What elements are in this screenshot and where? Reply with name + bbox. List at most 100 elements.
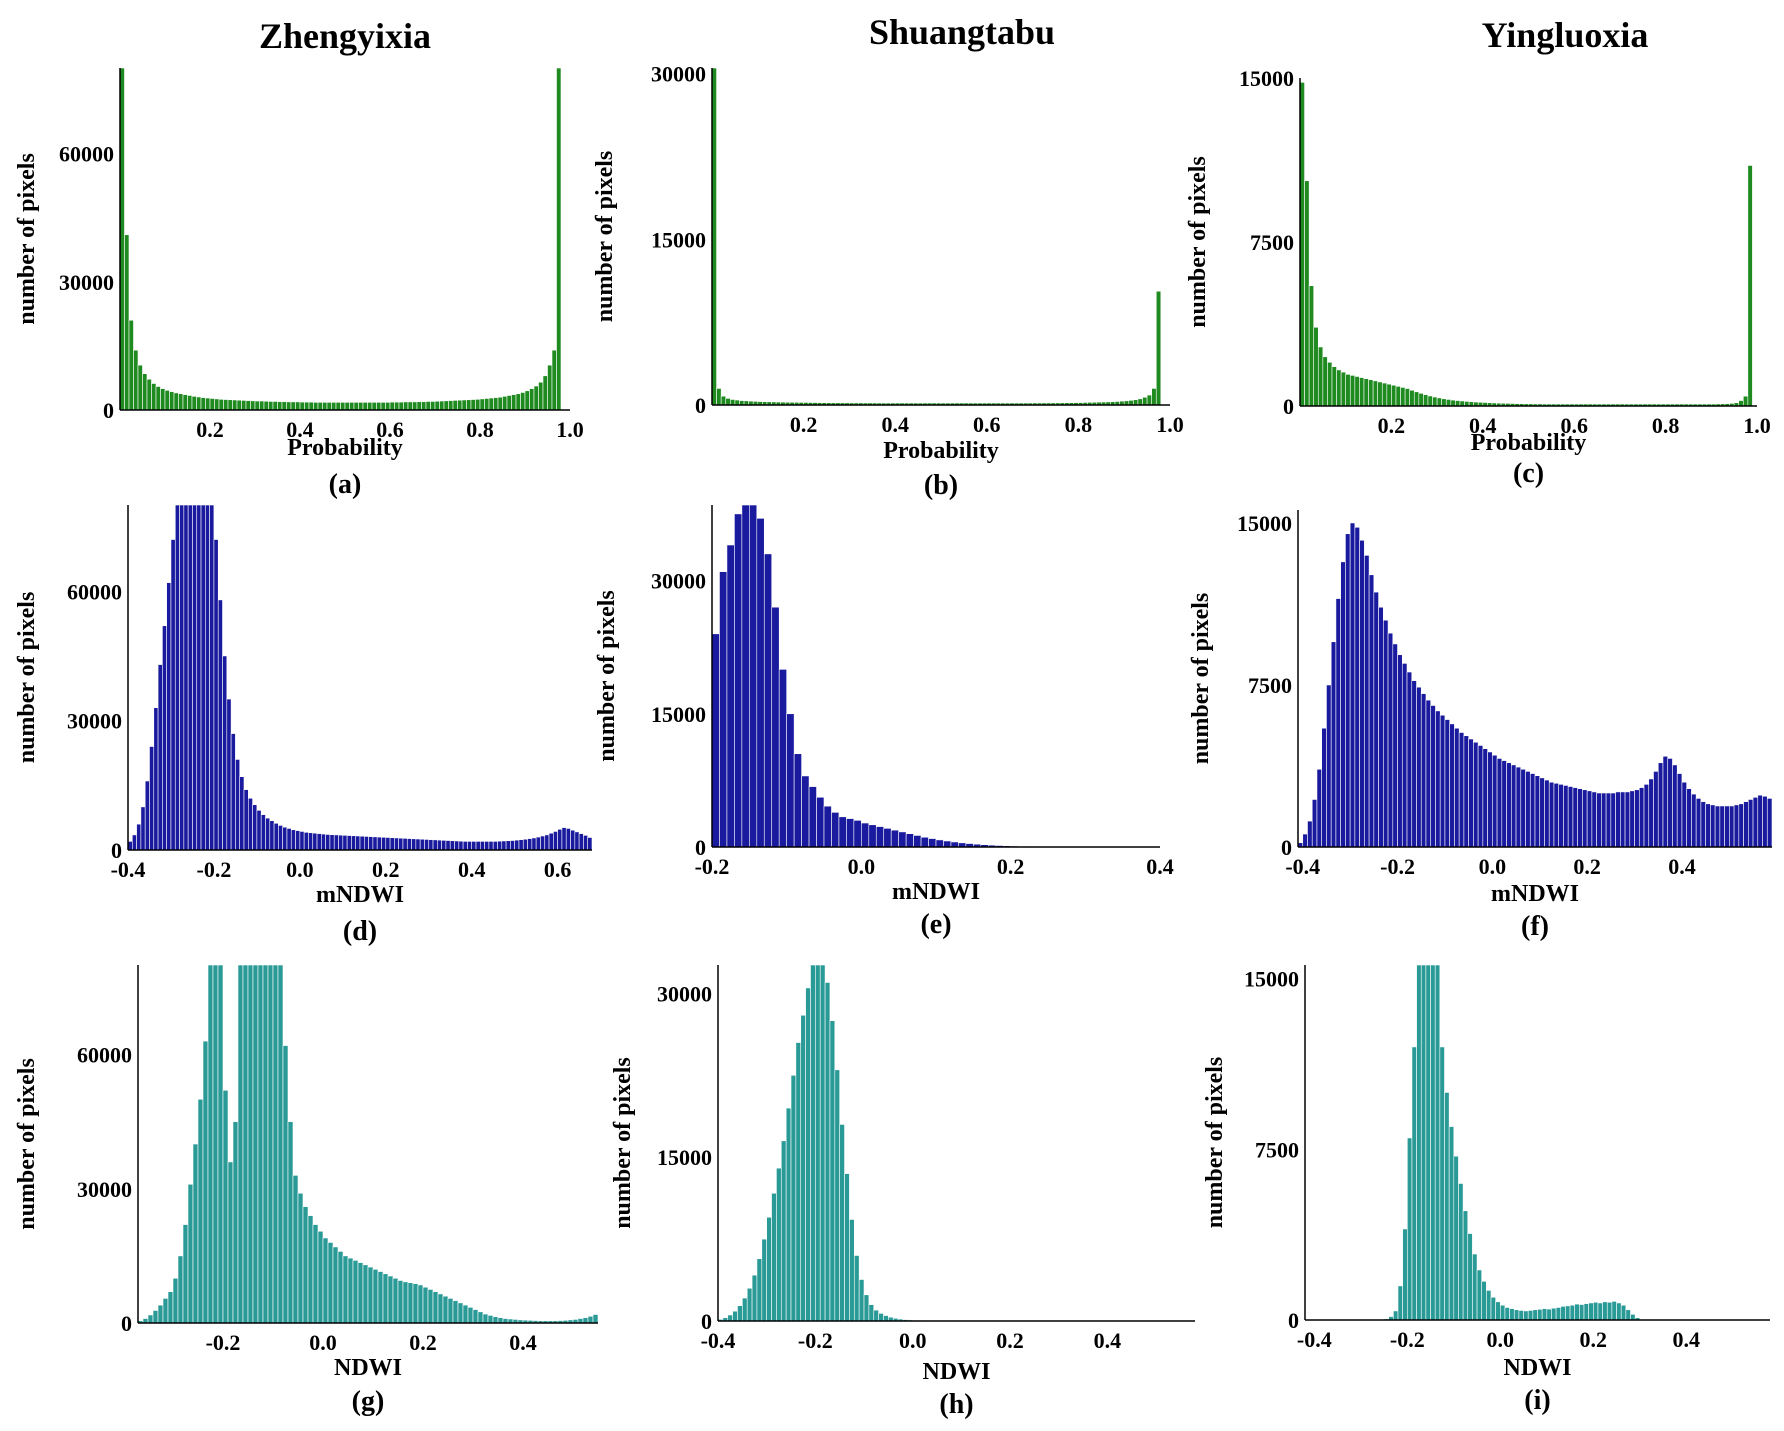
- histogram-bar: [497, 396, 503, 411]
- histogram-bar: [1558, 784, 1564, 848]
- histogram-bar: [457, 399, 463, 411]
- histogram-bar: [1425, 699, 1432, 848]
- column-title-shuangtabu: Shuangtabu: [869, 12, 1055, 52]
- histogram-bar: [241, 400, 247, 411]
- histogram-bar: [1354, 526, 1360, 848]
- x-tick-label: 0.2: [196, 417, 224, 442]
- histogram-bar: [1601, 792, 1607, 848]
- histogram-bar: [1146, 394, 1152, 406]
- histogram-bar: [1400, 387, 1406, 407]
- histogram-bar: [212, 964, 219, 1324]
- histogram-bar: [232, 399, 238, 411]
- histogram-bar: [839, 1124, 845, 1322]
- histogram-bar: [236, 399, 242, 411]
- x-tick-label: -0.2: [206, 1330, 241, 1355]
- histogram-bar: [295, 830, 301, 851]
- histogram-bar: [445, 840, 451, 851]
- histogram-bar: [133, 349, 139, 411]
- histogram-bar: [308, 401, 314, 411]
- histogram-bar: [1700, 801, 1706, 848]
- histogram-bar: [497, 1317, 504, 1324]
- y-axis-label: number of pixels: [1185, 156, 1211, 328]
- histogram-bar: [430, 401, 436, 411]
- histogram-bar: [853, 1255, 860, 1322]
- histogram-bar: [286, 401, 292, 411]
- histogram-bar: [1377, 381, 1383, 407]
- histogram-bar: [726, 544, 735, 848]
- histogram-bar: [1527, 1310, 1534, 1321]
- histogram-bar: [1757, 794, 1763, 848]
- histogram-bar: [1430, 705, 1436, 848]
- histogram-bar: [1742, 395, 1749, 407]
- histogram-bar: [217, 599, 223, 851]
- histogram-bar: [1448, 1126, 1455, 1321]
- histogram-bar: [1504, 1307, 1510, 1321]
- histogram-bar: [462, 1304, 469, 1324]
- x-axis-label: mNDWI: [316, 882, 404, 908]
- histogram-bar: [277, 964, 284, 1324]
- histogram-bar: [578, 833, 584, 851]
- histogram-bar: [392, 1277, 399, 1324]
- histogram-bar: [421, 401, 427, 411]
- histogram-bar: [763, 553, 773, 848]
- histogram-bar: [227, 399, 233, 411]
- y-tick-label: 7500: [1248, 673, 1292, 698]
- histogram-bar: [741, 504, 750, 848]
- histogram-bar: [1359, 539, 1365, 848]
- bars-g: [137, 964, 599, 1324]
- histogram-bar: [1579, 1304, 1585, 1321]
- histogram-bar: [716, 388, 722, 406]
- histogram-bar: [1359, 377, 1365, 407]
- y-tick-label: 30000: [651, 62, 706, 87]
- histogram-bar: [522, 838, 528, 851]
- histogram-bar: [553, 831, 558, 851]
- histogram-bar: [214, 398, 220, 411]
- histogram-panel-b: 0 15000 30000 0.2 0.4 0.6 0.8 1.0 number of pixe…: [592, 62, 1184, 501]
- x-axis-label: mNDWI: [1491, 881, 1579, 907]
- y-axis-label: number of pixels: [14, 592, 40, 764]
- histogram-bar: [442, 1295, 449, 1324]
- histogram-bar: [462, 841, 468, 851]
- histogram-bar: [267, 964, 274, 1324]
- histogram-bar: [1416, 686, 1422, 848]
- histogram-bar: [329, 834, 335, 851]
- histogram-bar: [1151, 388, 1157, 406]
- histogram-bar: [1155, 290, 1162, 406]
- histogram-bar: [1330, 641, 1337, 848]
- histogram-bar: [1681, 781, 1687, 848]
- bars-e: [711, 504, 1161, 848]
- histogram-bar: [1349, 522, 1356, 848]
- histogram-bar: [1525, 771, 1531, 848]
- histogram-bar: [824, 982, 831, 1322]
- y-tick-label: 0: [695, 393, 706, 418]
- histogram-bar: [1705, 803, 1711, 848]
- histogram-bar: [157, 664, 163, 851]
- histogram-bar: [1492, 754, 1498, 848]
- histogram-bar: [766, 1216, 772, 1322]
- histogram-bar: [342, 835, 348, 851]
- histogram-bar: [1625, 1309, 1631, 1321]
- histogram-bar: [1572, 787, 1578, 848]
- histogram-bar: [259, 400, 265, 411]
- histogram-bar: [137, 364, 143, 411]
- histogram-bar: [1743, 801, 1749, 848]
- histogram-bar: [187, 504, 193, 851]
- histogram-bar: [268, 401, 274, 411]
- histogram-bar: [1523, 1310, 1529, 1321]
- histogram-bar: [1486, 1290, 1492, 1321]
- histogram-bar: [287, 1121, 294, 1324]
- histogram-bar: [282, 826, 288, 851]
- histogram-bar: [1393, 1310, 1399, 1321]
- histogram-bar: [1565, 1305, 1571, 1321]
- histogram-bar: [200, 504, 206, 851]
- histogram-bar: [1372, 380, 1378, 407]
- histogram-bar: [312, 832, 318, 851]
- x-tick-label: -0.4: [111, 857, 146, 882]
- x-tick-label: 0.4: [1668, 854, 1696, 879]
- x-tick-label: -0.2: [1380, 854, 1415, 879]
- histogram-bar: [235, 759, 241, 851]
- bars-a: [119, 67, 562, 411]
- bars-b: [711, 67, 1162, 406]
- histogram-bar: [144, 780, 150, 851]
